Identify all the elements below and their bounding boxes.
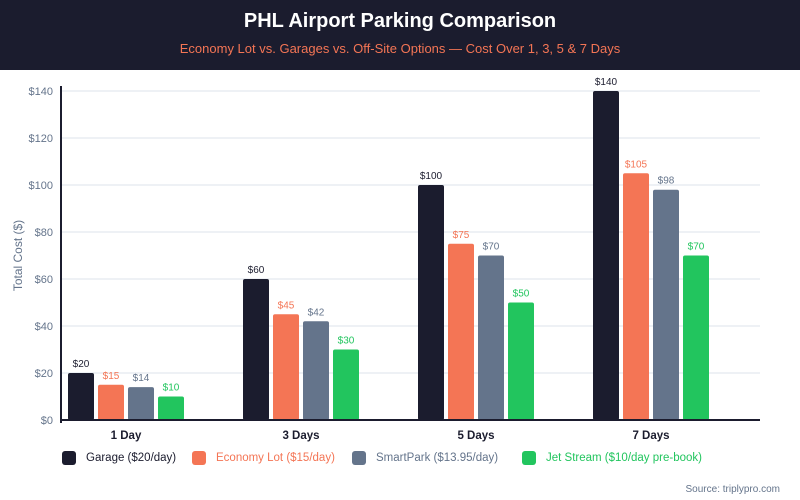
bar-value-label: $105 — [625, 159, 648, 170]
legend-swatch — [62, 451, 76, 465]
y-tick-label: $120 — [29, 133, 53, 145]
x-tick-label: 7 Days — [632, 430, 669, 442]
bar-value-label: $15 — [103, 371, 120, 382]
chart-subtitle: Economy Lot vs. Garages vs. Off-Site Opt… — [179, 41, 621, 56]
x-tick-label: 1 Day — [111, 430, 142, 442]
legend-item: Economy Lot ($15/day) — [192, 451, 335, 465]
bar — [478, 255, 504, 420]
bar-value-label: $10 — [163, 383, 180, 394]
bar — [303, 321, 329, 420]
legend-swatch — [522, 451, 536, 465]
y-axis-label: Total Cost ($) — [11, 220, 25, 291]
x-tick-label: 5 Days — [457, 430, 494, 442]
chart-header: PHL Airport Parking Comparison Economy L… — [0, 0, 800, 70]
bar — [593, 91, 619, 420]
y-tick-label: $140 — [29, 86, 53, 98]
bar-value-label: $42 — [308, 307, 325, 318]
y-tick-label: $80 — [35, 227, 53, 239]
chart-title: PHL Airport Parking Comparison — [243, 10, 557, 32]
bar-value-label: $100 — [420, 171, 443, 182]
bar-value-label: $14 — [133, 373, 150, 384]
y-tick-label: $40 — [35, 321, 53, 333]
legend-swatch — [352, 451, 366, 465]
y-tick-label: $0 — [41, 415, 53, 427]
bar — [243, 279, 269, 420]
legend-label: SmartPark ($13.95/day) — [376, 452, 499, 464]
bar-value-label: $20 — [73, 359, 90, 370]
bar — [448, 243, 474, 420]
bar-value-label: $30 — [338, 336, 355, 347]
bar — [683, 255, 709, 420]
bar — [128, 387, 154, 420]
bar-value-label: $60 — [248, 265, 265, 276]
bar — [68, 373, 94, 420]
bar-value-label: $140 — [595, 77, 618, 88]
y-tick-label: $20 — [35, 368, 53, 380]
bar — [418, 185, 444, 420]
bar-value-label: $45 — [278, 300, 295, 311]
bar-value-label: $75 — [453, 230, 470, 241]
bar — [623, 173, 649, 420]
legend-item: Garage ($20/day) — [62, 451, 176, 465]
source-note: Source: triplypro.com — [685, 484, 780, 495]
legend-item: SmartPark ($13.95/day) — [352, 451, 498, 465]
y-tick-label: $100 — [29, 180, 53, 192]
bar-value-label: $50 — [513, 289, 530, 300]
bar-value-label: $70 — [483, 242, 500, 253]
bar — [158, 396, 184, 420]
bar — [508, 302, 534, 420]
legend-swatch — [192, 451, 206, 465]
bar-value-label: $98 — [658, 176, 675, 187]
bar — [98, 384, 124, 420]
bar — [333, 349, 359, 420]
bar — [653, 189, 679, 420]
bar — [273, 314, 299, 420]
legend-label: Jet Stream ($10/day pre-book) — [546, 452, 702, 464]
legend-label: Garage ($20/day) — [86, 452, 177, 464]
legend-item: Jet Stream ($10/day pre-book) — [522, 451, 702, 465]
bar-value-label: $70 — [688, 242, 705, 253]
legend-label: Economy Lot ($15/day) — [216, 452, 335, 464]
y-tick-label: $60 — [35, 274, 53, 286]
x-tick-label: 3 Days — [282, 430, 319, 442]
